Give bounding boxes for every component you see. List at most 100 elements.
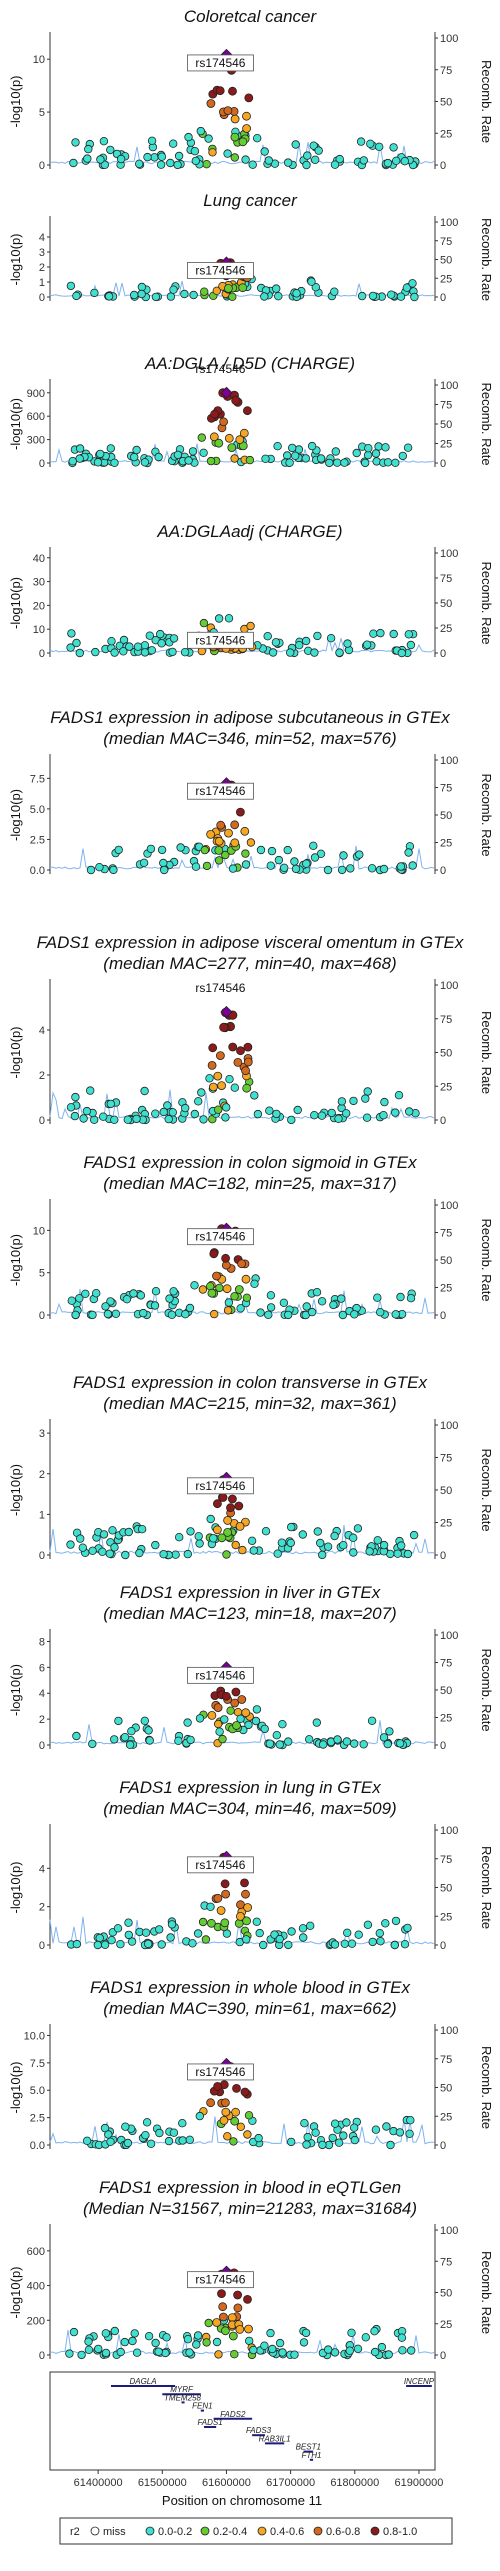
variant-point (302, 160, 311, 170)
variant-point (367, 1716, 377, 1725)
y-tick-label: 600 (27, 2246, 45, 2258)
variant-point (303, 2132, 312, 2142)
variant-point (364, 444, 373, 453)
variant-point (406, 2115, 415, 2125)
variant-point (228, 864, 238, 873)
variant-point (386, 2140, 395, 2150)
variant-point (213, 1893, 223, 1903)
variant-point (230, 1292, 239, 1301)
variant-point (227, 2313, 237, 2323)
right-tick-label: 25 (440, 2111, 452, 2123)
variant-point (280, 863, 289, 872)
legend-swatch (145, 2526, 155, 2536)
variant-point (251, 1716, 261, 1726)
right-tick-label: 0 (440, 648, 446, 660)
variant-point (395, 2128, 405, 2137)
variant-point (397, 648, 406, 658)
variant-point (120, 2337, 129, 2347)
variant-point (391, 1916, 401, 1926)
variant-point (243, 2130, 252, 2139)
variant-point (231, 1687, 241, 1697)
variant-point (67, 1296, 76, 1305)
variant-point (261, 454, 270, 463)
variant-point (391, 1108, 400, 1117)
variant-point (174, 151, 184, 161)
variant-point (223, 106, 233, 115)
legend: r2 miss 0.0-0.2 0.2-0.4 0.4-0.6 0.6-0.8 0.8-1.… (59, 2517, 453, 2545)
variant-point (313, 1527, 322, 1536)
variant-point (193, 1929, 203, 1938)
lead-label-box (187, 1666, 254, 1684)
y-tick-label: 0.0 (30, 865, 45, 877)
variant-point (237, 1695, 247, 1704)
variant-point (78, 1543, 87, 1552)
variant-point (221, 1113, 230, 1122)
variant-point (372, 457, 381, 466)
variant-point (101, 2329, 110, 2338)
variant-point (221, 850, 230, 860)
right-tick-label: 25 (440, 1911, 452, 1923)
variant-point (165, 1294, 174, 1303)
right-tick-label: 50 (440, 1685, 452, 1697)
variant-point (75, 648, 84, 658)
variant-point (214, 836, 224, 846)
variant-point (124, 1930, 133, 1940)
variant-point (376, 628, 385, 638)
variant-point (157, 639, 166, 648)
legend-label: 0.6-0.8 (326, 2526, 360, 2538)
variant-point (374, 442, 383, 451)
variant-point (330, 1940, 340, 1949)
variant-point (371, 449, 381, 458)
variant-point (409, 1530, 419, 1540)
variant-point (385, 1727, 394, 1736)
variant-point (105, 1549, 114, 1558)
y-tick-label: 5 (39, 107, 45, 119)
variant-point (233, 2303, 243, 2313)
variant-point (363, 450, 373, 460)
variant-point (265, 1739, 275, 1748)
x-tick-label: 61400000 (74, 2477, 123, 2489)
variant-point (68, 457, 77, 466)
variant-point (110, 1115, 119, 1124)
variant-point (229, 2137, 238, 2146)
y-tick-label: 10 (33, 624, 45, 636)
y-axis-label: -log10(p) (8, 1861, 23, 1913)
right-tick-label: 100 (440, 1825, 458, 1837)
variant-point (272, 1730, 281, 1740)
right-tick-label: 25 (440, 1283, 452, 1295)
variant-point (128, 2336, 137, 2346)
variant-point (368, 1937, 377, 1947)
right-tick-label: 100 (440, 548, 458, 560)
variant-point (214, 2350, 223, 2359)
variant-point (93, 1940, 102, 1950)
variant-point (169, 2128, 179, 2137)
variant-point (96, 155, 105, 164)
variant-point (150, 1301, 160, 1310)
variant-point (302, 859, 311, 868)
variant-point (195, 2111, 204, 2121)
variant-point (326, 634, 336, 643)
variant-point (253, 133, 262, 143)
right-axis-label: Recomb. Rate (479, 1448, 494, 1531)
variant-point (350, 1310, 359, 1319)
variant-point (161, 2348, 170, 2358)
variant-point (237, 1259, 247, 1269)
variant-point (157, 152, 167, 161)
y-tick-label: 4 (39, 1025, 45, 1037)
variant-point (217, 1533, 227, 1543)
variant-point (186, 1735, 195, 1745)
variant-point (287, 1522, 296, 1532)
variant-point (132, 1114, 141, 1124)
right-tick-label: 50 (440, 1883, 452, 1895)
variant-point (77, 2350, 86, 2360)
variant-point (151, 2338, 160, 2348)
variant-point (166, 158, 175, 168)
lead-label: rs174546 (195, 2065, 245, 2079)
variant-point (88, 1310, 97, 1320)
right-tick-label: 25 (440, 1713, 452, 1725)
variant-point (242, 1083, 252, 1093)
variant-point (301, 454, 310, 463)
right-tick-label: 75 (440, 2054, 452, 2066)
variant-point (69, 2327, 79, 2337)
y-axis-label: -log10(p) (8, 1664, 23, 1716)
